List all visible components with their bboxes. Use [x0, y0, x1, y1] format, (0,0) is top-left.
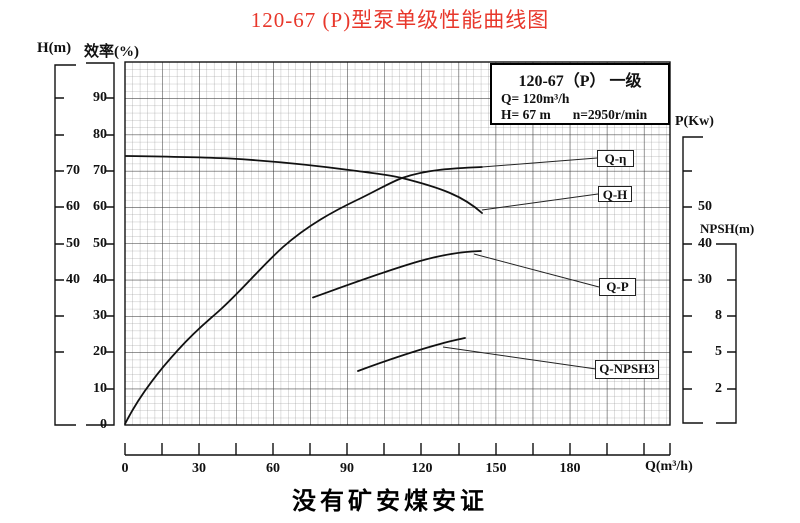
q-axis-title: Q(m³/h) [645, 459, 693, 474]
p-tick-label: 50 [698, 199, 712, 214]
p-tick-label: 40 [698, 236, 712, 251]
pump-spec-box: 120-67（P） 一级 Q= 120m³/h H= 67 m n=2950r/… [490, 63, 670, 125]
npsh-tick-label: 8 [715, 308, 722, 323]
npsh-tick-label: 2 [715, 381, 722, 396]
q-axis [124, 443, 671, 456]
p-axis-title: P(Kw) [675, 114, 714, 129]
pump-model: 120-67（P） 一级 [518, 73, 642, 90]
footer-text: 没有矿安煤安证 [292, 489, 488, 515]
q-npsh3-leader-line [442, 346, 597, 370]
q-tick-label: 0 [121, 461, 129, 476]
efficiency-tick-label: 0 [100, 417, 107, 432]
efficiency-tick-label: 10 [93, 381, 107, 396]
p-tick-label: 30 [698, 272, 712, 287]
plot-border [124, 61, 671, 426]
npsh-tick-label: 5 [715, 344, 722, 359]
efficiency-tick-label: 50 [93, 236, 107, 251]
efficiency-axis-title: 效率(%) [84, 44, 139, 60]
npsh-axis-bracket [716, 243, 737, 424]
h-tick-label: 50 [66, 236, 80, 251]
rated-flow: Q= 120m³/h [501, 91, 570, 106]
q-tick-label: 60 [266, 461, 280, 476]
rated-speed: n=2950r/min [572, 107, 648, 122]
h-tick-label: 60 [66, 199, 80, 214]
q-tick-label: 180 [559, 461, 581, 476]
q-tick-label: 90 [340, 461, 354, 476]
q-p-curve [312, 250, 482, 299]
p-axis-bracket [682, 136, 703, 424]
q-npsh3-curve-label: Q-NPSH3 [595, 360, 659, 379]
q-npsh3-curve [357, 337, 466, 372]
q-h-leader-line [481, 193, 599, 211]
efficiency-tick-label: 20 [93, 344, 107, 359]
q-h-curve [125, 155, 483, 214]
efficiency-tick-label: 80 [93, 127, 107, 142]
h-tick-label: 70 [66, 163, 80, 178]
h-axis-bracket [54, 64, 76, 426]
q-p-curve-label: Q-P [599, 278, 636, 296]
efficiency-tick-label: 40 [93, 272, 107, 287]
npsh-axis-title: NPSH(m) [700, 221, 755, 236]
h-axis-title: H(m) [37, 40, 72, 56]
q-tick-label: 150 [485, 461, 507, 476]
q-h-curve-label: Q-H [598, 186, 632, 202]
q-eta-curve-label: Q-η [597, 150, 634, 167]
efficiency-tick-label: 70 [93, 163, 107, 178]
q-p-leader-line [473, 253, 600, 288]
q-tick-label: 30 [192, 461, 206, 476]
h-tick-label: 40 [66, 272, 80, 287]
q-tick-label: 120 [411, 461, 433, 476]
efficiency-tick-label: 30 [93, 308, 107, 323]
efficiency-axis-bracket [86, 62, 115, 426]
efficiency-tick-label: 60 [93, 199, 107, 214]
q-eta-leader-line [481, 157, 598, 168]
page-title: 120-67 (P)型泵单级性能曲线图 [250, 8, 550, 32]
rated-head: H= 67 m [501, 107, 551, 122]
efficiency-tick-label: 90 [93, 90, 107, 105]
